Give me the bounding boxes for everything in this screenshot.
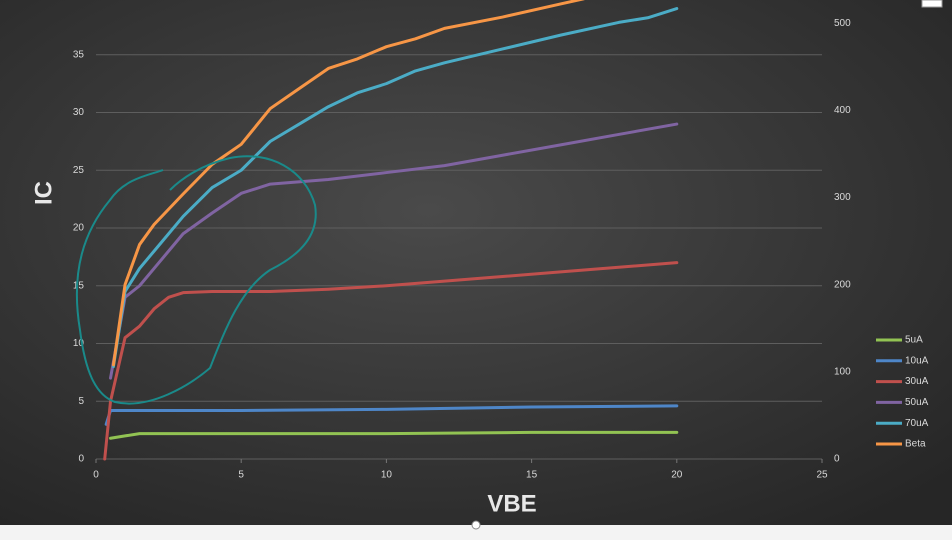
series-line (111, 0, 585, 367)
legend-label: 50uA (905, 397, 929, 408)
plot-area: 0 5 10 15 20 25 30 35 0 100 200 300 400 500 0 5 10 15 20 25 (73, 0, 851, 481)
legend-label: 5uA (905, 335, 923, 346)
legend-label: 70uA (905, 418, 929, 429)
y-tick-label: 20 (73, 223, 85, 234)
y2-tick-label: 500 (834, 18, 851, 29)
y-tick-label: 25 (73, 165, 85, 176)
y-tick-label: 35 (73, 49, 85, 60)
series-line (109, 122, 679, 380)
series-line (111, 7, 679, 369)
y2-tick-label: 100 (834, 366, 851, 377)
legend-label: Beta (905, 439, 926, 450)
series-line (109, 430, 679, 440)
y2-tick-label: 200 (834, 279, 851, 290)
y2-tick-label: 300 (834, 192, 851, 203)
y-tick-label: 5 (78, 396, 84, 407)
y-tick-label: 10 (73, 338, 85, 349)
x-axis-title: VBE (487, 490, 536, 517)
y-tick-label: 0 (78, 454, 84, 465)
legend-label: 10uA (905, 355, 929, 366)
x-tick-label: 15 (526, 470, 538, 481)
window-icon (921, 0, 943, 8)
hand-annotation (75, 155, 317, 405)
bottom-bar (0, 525, 952, 540)
series-line (103, 261, 679, 461)
y-tick-label: 15 (73, 280, 85, 291)
resize-handle (471, 520, 481, 530)
y2-tick-label: 400 (834, 105, 851, 116)
legend-label: 30uA (905, 376, 929, 387)
x-tick-label: 20 (671, 470, 683, 481)
x-tick-label: 0 (93, 470, 99, 481)
x-tick-label: 25 (816, 470, 828, 481)
y2-tick-label: 0 (834, 454, 840, 465)
x-tick-label: 10 (381, 470, 393, 481)
y-tick-label: 30 (73, 107, 85, 118)
x-tick-label: 5 (238, 470, 244, 481)
y-axis-title: IC (30, 181, 57, 205)
